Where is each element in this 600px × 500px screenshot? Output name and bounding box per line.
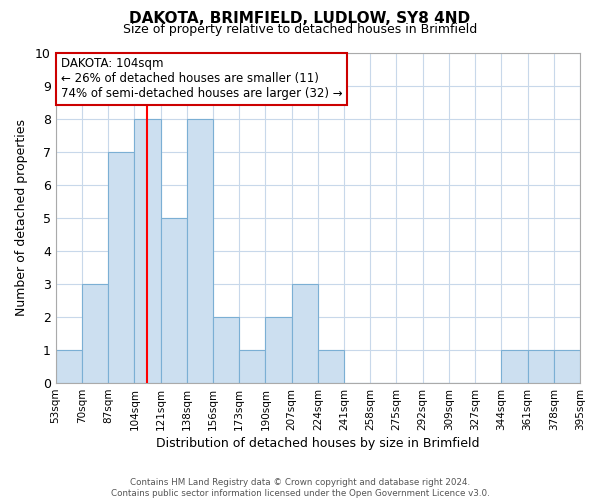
Bar	[239, 350, 265, 383]
X-axis label: Distribution of detached houses by size in Brimfield: Distribution of detached houses by size …	[156, 437, 479, 450]
Text: Contains HM Land Registry data © Crown copyright and database right 2024.
Contai: Contains HM Land Registry data © Crown c…	[110, 478, 490, 498]
Bar	[502, 350, 527, 383]
Text: DAKOTA, BRIMFIELD, LUDLOW, SY8 4ND: DAKOTA, BRIMFIELD, LUDLOW, SY8 4ND	[130, 11, 470, 26]
Bar	[265, 317, 292, 383]
Text: Size of property relative to detached houses in Brimfield: Size of property relative to detached ho…	[123, 24, 477, 36]
Y-axis label: Number of detached properties: Number of detached properties	[15, 120, 28, 316]
Bar	[554, 350, 580, 383]
Bar	[82, 284, 108, 383]
Bar	[527, 350, 554, 383]
Bar	[318, 350, 344, 383]
Bar	[213, 317, 239, 383]
Bar	[187, 118, 213, 383]
Text: DAKOTA: 104sqm
← 26% of detached houses are smaller (11)
74% of semi-detached ho: DAKOTA: 104sqm ← 26% of detached houses …	[61, 58, 343, 100]
Bar	[161, 218, 187, 383]
Bar	[134, 118, 161, 383]
Bar	[292, 284, 318, 383]
Bar	[108, 152, 134, 383]
Bar	[56, 350, 82, 383]
